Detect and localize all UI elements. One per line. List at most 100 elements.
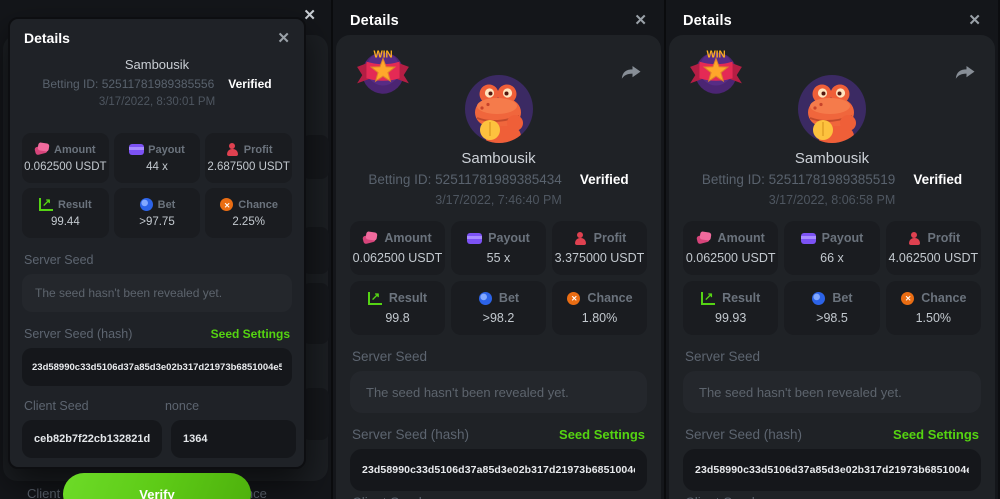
stat-tile-bet: Bet >98.5 [784, 281, 880, 335]
avatar [798, 75, 866, 143]
stat-label: Profit [593, 231, 627, 245]
verified-badge: Verified [579, 172, 629, 187]
stat-tile-payout: Payout 66 x [784, 221, 880, 275]
verify-dialog: Details ✕ Sambousik Betting ID: 52511781… [8, 17, 306, 499]
stat-value: 2.687500 USDT [207, 161, 290, 173]
stat-tile-result: Result 99.8 [350, 281, 445, 335]
verify-button[interactable]: Verify [63, 473, 251, 499]
server-seed-hash-label: Server Seed (hash) [24, 326, 133, 341]
betting-id: Betting ID: 52511781989385556 [42, 76, 215, 91]
stat-tile-result: Result 99.93 [683, 281, 779, 335]
details-modal-middle: Details ✕ WIN [333, 0, 666, 499]
win-badge-text: WIN [373, 50, 392, 61]
stat-tile-result: Result 99.44 [22, 188, 109, 238]
stat-label: Chance [587, 291, 633, 305]
nonce-label: nonce [164, 399, 200, 413]
stat-tile-payout: Payout 44 x [113, 133, 201, 183]
stats-grid: Amount 0.062500 USDT Payout 44 x Profit … [22, 133, 292, 238]
stat-tile-amount: Amount 0.062500 USDT [22, 133, 109, 183]
close-icon[interactable]: ✕ [303, 7, 316, 24]
stat-label: Payout [821, 231, 864, 245]
coins-icon [35, 143, 50, 156]
stat-tile-amount: Amount 0.062500 USDT [350, 221, 445, 275]
stat-tile-bet: Bet >97.75 [113, 188, 201, 238]
server-seed-input[interactable] [683, 371, 981, 413]
betting-id-row: Betting ID: 52511781989385434 Verified [336, 171, 661, 188]
close-icon[interactable]: ✕ [277, 29, 290, 47]
verified-badge: Verified [913, 172, 963, 187]
stat-label: Chance [238, 198, 279, 211]
stat-label: Bet [157, 198, 176, 211]
chip-icon [139, 198, 154, 211]
win-badge: WIN [357, 50, 409, 94]
stat-label: Amount [384, 231, 432, 245]
stat-value: 99.44 [50, 216, 80, 228]
details-modal-right: Details ✕ WIN [666, 0, 998, 499]
stat-tile-profit: Profit 3.375000 USDT [552, 221, 647, 275]
nonce-input[interactable] [171, 420, 296, 458]
share-icon[interactable] [953, 61, 977, 81]
client-seed-label: Client Seed [352, 495, 513, 499]
win-badge-text: WIN [706, 50, 725, 61]
close-icon[interactable]: ✕ [968, 12, 981, 29]
username: Sambousik [794, 150, 870, 167]
seed-settings-link[interactable]: Seed Settings [210, 326, 290, 341]
panel-title: Details [683, 12, 732, 29]
stat-value: >98.5 [816, 311, 848, 325]
panel-header: Details ✕ [333, 0, 664, 33]
dialog-title: Details [24, 30, 70, 46]
bet-timestamp: 3/17/2022, 8:30:01 PM [98, 96, 216, 108]
stat-label: Bet [498, 291, 520, 305]
background-tile-fragment [302, 135, 329, 179]
seed-settings-link[interactable]: Seed Settings [559, 426, 645, 442]
profit-icon [225, 143, 240, 156]
server-seed-input[interactable] [22, 274, 292, 312]
stat-value: 0.062500 USDT [352, 251, 443, 265]
server-seed-input[interactable] [350, 371, 647, 413]
server-seed-hash-input[interactable] [350, 449, 647, 491]
card-icon [129, 143, 145, 156]
stat-label: Payout [148, 143, 185, 156]
stat-label: Amount [717, 231, 765, 245]
stat-label: Profit [243, 143, 273, 156]
stat-value: 99.8 [385, 311, 410, 325]
server-seed-label: Server Seed [352, 348, 428, 364]
stat-tile-chance: Chance 1.80% [552, 281, 647, 335]
background-tile-fragment [302, 388, 329, 440]
stat-tile-profit: Profit 2.687500 USDT [205, 133, 292, 183]
close-icon[interactable]: ✕ [634, 12, 647, 29]
panel-title: Details [350, 12, 399, 29]
client-seed-label: Client Seed [24, 399, 89, 413]
chart-icon [701, 291, 716, 305]
server-seed-hash-input[interactable] [22, 348, 292, 386]
stat-label: Profit [927, 231, 961, 245]
dice-icon [900, 291, 915, 305]
server-seed-hash-label: Server Seed (hash) [685, 426, 803, 442]
seed-settings-link[interactable]: Seed Settings [893, 426, 979, 442]
stat-label: Chance [921, 291, 967, 305]
stats-grid: Amount 0.062500 USDT Payout 66 x Profit … [683, 221, 981, 335]
betting-id-row: Betting ID: 52511781989385519 Verified [669, 171, 995, 188]
dice-icon [566, 291, 581, 305]
client-seed-label: Client Seed [685, 495, 847, 499]
stat-label: Amount [54, 143, 96, 156]
chart-icon [367, 291, 383, 305]
details-card: WIN [669, 35, 995, 499]
stat-value: 0.062500 USDT [685, 251, 776, 265]
profit-icon [573, 231, 588, 245]
stat-value: 99.93 [715, 311, 747, 325]
panel-header: Details ✕ [666, 0, 998, 33]
profit-icon [907, 231, 922, 245]
stat-tile-profit: Profit 4.062500 USDT [885, 221, 981, 275]
stat-value: >97.75 [139, 216, 175, 228]
win-badge: WIN [690, 50, 742, 94]
card-icon [800, 232, 816, 245]
client-seed-input[interactable] [22, 420, 162, 458]
verified-badge: Verified [228, 76, 272, 91]
share-icon[interactable] [619, 61, 643, 81]
card-icon [467, 232, 483, 245]
stat-value: 1.80% [581, 311, 618, 325]
stat-label: Result [388, 291, 428, 305]
username: Sambousik [461, 150, 536, 167]
server-seed-hash-input[interactable] [683, 449, 981, 491]
